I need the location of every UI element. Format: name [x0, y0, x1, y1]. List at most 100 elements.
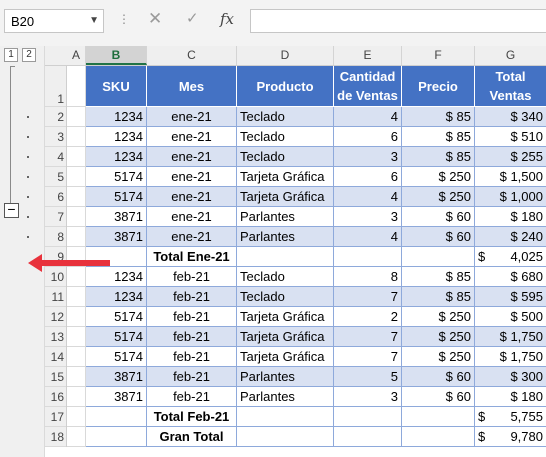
cantidad-cell[interactable]: 3 [334, 387, 402, 407]
total-ventas-cell[interactable]: $ 680 [475, 267, 546, 287]
table-cell[interactable] [334, 247, 402, 267]
table-header-mes[interactable]: Mes [147, 66, 237, 107]
cancel-icon[interactable]: ✕ [148, 9, 163, 28]
table-cell[interactable] [402, 407, 475, 427]
mes-cell[interactable]: ene-21 [147, 227, 237, 247]
total-ventas-cell[interactable]: $ 500 [475, 307, 546, 327]
row-header-2[interactable]: 2 [45, 107, 66, 127]
cell-a18[interactable] [67, 427, 86, 447]
row-header-1[interactable]: 1 [45, 66, 66, 107]
cell-a15[interactable] [67, 367, 86, 387]
table-cell[interactable] [237, 407, 334, 427]
row-header-3[interactable]: 3 [45, 127, 66, 147]
cantidad-cell[interactable]: 5 [334, 367, 402, 387]
outline-level-1-button[interactable]: 1 [4, 48, 18, 62]
column-header-b[interactable]: B [86, 46, 147, 65]
subtotal-label[interactable]: Total Ene-21 [147, 247, 237, 267]
precio-cell[interactable]: $ 85 [402, 147, 475, 167]
cantidad-cell[interactable]: 3 [334, 207, 402, 227]
total-ventas-cell[interactable]: $ 1,750 [475, 327, 546, 347]
mes-cell[interactable]: ene-21 [147, 187, 237, 207]
sku-cell[interactable]: 1234 [86, 147, 147, 167]
row-header-4[interactable]: 4 [45, 147, 66, 167]
cell-a17[interactable] [67, 407, 86, 427]
row-header-12[interactable]: 12 [45, 307, 66, 327]
sku-cell[interactable]: 1234 [86, 107, 147, 127]
row-header-6[interactable]: 6 [45, 187, 66, 207]
sku-cell[interactable]: 1234 [86, 267, 147, 287]
column-header-g[interactable]: G [475, 46, 546, 65]
table-cell[interactable] [334, 407, 402, 427]
cell-a1[interactable] [67, 66, 86, 107]
row-header-16[interactable]: 16 [45, 387, 66, 407]
table-cell[interactable] [86, 407, 147, 427]
subtotal-value[interactable]: $4,025 [475, 247, 546, 267]
cell-a6[interactable] [67, 187, 86, 207]
producto-cell[interactable]: Parlantes [237, 207, 334, 227]
mes-cell[interactable]: ene-21 [147, 167, 237, 187]
cell-a13[interactable] [67, 327, 86, 347]
sku-cell[interactable]: 5174 [86, 347, 147, 367]
total-ventas-cell[interactable]: $ 255 [475, 147, 546, 167]
row-header-13[interactable]: 13 [45, 327, 66, 347]
mes-cell[interactable]: feb-21 [147, 327, 237, 347]
column-header-a[interactable]: A [67, 46, 86, 65]
precio-cell[interactable]: $ 250 [402, 347, 475, 367]
cell-a10[interactable] [67, 267, 86, 287]
chevron-down-icon[interactable]: ▼ [89, 15, 99, 26]
producto-cell[interactable]: Parlantes [237, 227, 334, 247]
sku-cell[interactable]: 3871 [86, 207, 147, 227]
row-header-8[interactable]: 8 [45, 227, 66, 247]
precio-cell[interactable]: $ 85 [402, 127, 475, 147]
producto-cell[interactable]: Parlantes [237, 367, 334, 387]
subtotal-label[interactable]: Total Feb-21 [147, 407, 237, 427]
total-ventas-cell[interactable]: $ 1,750 [475, 347, 546, 367]
table-cell[interactable] [86, 427, 147, 447]
mes-cell[interactable]: feb-21 [147, 287, 237, 307]
precio-cell[interactable]: $ 85 [402, 107, 475, 127]
enter-icon[interactable]: ✓ [186, 10, 199, 27]
sku-cell[interactable]: 1234 [86, 287, 147, 307]
formula-input[interactable] [250, 9, 546, 33]
collapse-group-button[interactable]: − [4, 202, 19, 218]
cell-a8[interactable] [67, 227, 86, 247]
table-cell[interactable] [334, 427, 402, 447]
cell-a12[interactable] [67, 307, 86, 327]
row-header-18[interactable]: 18 [45, 427, 66, 447]
total-ventas-cell[interactable]: $ 240 [475, 227, 546, 247]
table-header-precio[interactable]: Precio [402, 66, 475, 107]
insert-function-icon[interactable]: fx [220, 10, 235, 28]
producto-cell[interactable]: Teclado [237, 147, 334, 167]
producto-cell[interactable]: Tarjeta Gráfica [237, 327, 334, 347]
column-header-d[interactable]: D [237, 46, 334, 65]
sku-cell[interactable]: 1234 [86, 127, 147, 147]
table-header-sku[interactable]: SKU [86, 66, 147, 107]
cantidad-cell[interactable]: 2 [334, 307, 402, 327]
producto-cell[interactable]: Tarjeta Gráfica [237, 187, 334, 207]
row-header-5[interactable]: 5 [45, 167, 66, 187]
cantidad-cell[interactable]: 7 [334, 287, 402, 307]
precio-cell[interactable]: $ 60 [402, 367, 475, 387]
table-header-total[interactable]: Total Ventas [475, 66, 546, 107]
row-header-15[interactable]: 15 [45, 367, 66, 387]
mes-cell[interactable]: ene-21 [147, 147, 237, 167]
mes-cell[interactable]: ene-21 [147, 207, 237, 227]
precio-cell[interactable]: $ 250 [402, 327, 475, 347]
row-header-7[interactable]: 7 [45, 207, 66, 227]
cell-a3[interactable] [67, 127, 86, 147]
total-ventas-cell[interactable]: $ 595 [475, 287, 546, 307]
mes-cell[interactable]: feb-21 [147, 307, 237, 327]
sku-cell[interactable]: 5174 [86, 327, 147, 347]
producto-cell[interactable]: Tarjeta Gráfica [237, 347, 334, 367]
table-header-producto[interactable]: Producto [237, 66, 334, 107]
mes-cell[interactable]: ene-21 [147, 127, 237, 147]
column-header-c[interactable]: C [147, 46, 237, 65]
total-ventas-cell[interactable]: $ 180 [475, 207, 546, 227]
producto-cell[interactable]: Teclado [237, 287, 334, 307]
precio-cell[interactable]: $ 250 [402, 307, 475, 327]
cantidad-cell[interactable]: 4 [334, 227, 402, 247]
table-cell[interactable] [237, 247, 334, 267]
total-ventas-cell[interactable]: $ 510 [475, 127, 546, 147]
cell-a14[interactable] [67, 347, 86, 367]
table-header-cantidad[interactable]: Cantidad de Ventas [334, 66, 402, 107]
